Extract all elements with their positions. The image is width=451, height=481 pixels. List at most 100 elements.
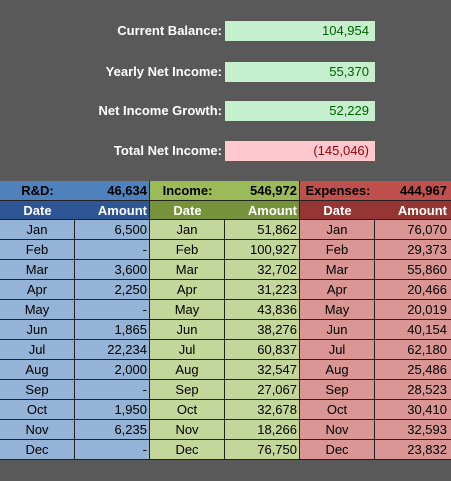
expenses-amount-cell[interactable]: 25,486 (407, 362, 447, 377)
income-date-cell[interactable]: Nov (150, 420, 225, 439)
table-row: Mar 32,702 (150, 260, 299, 280)
expenses-amount-cell[interactable]: 29,373 (407, 242, 447, 257)
table-row: Sep 27,067 (150, 380, 299, 400)
expenses-amount-cell[interactable]: 20,466 (407, 282, 447, 297)
rd-amount-cell[interactable]: - (142, 242, 147, 257)
table-row: Feb 100,927 (150, 240, 299, 260)
income-date-cell[interactable]: Mar (150, 260, 225, 279)
income-amount-cell[interactable]: 32,547 (257, 362, 297, 377)
rd-date-cell[interactable]: Nov (0, 420, 75, 439)
expenses-amount-cell[interactable]: 30,410 (407, 402, 447, 417)
current-balance-row: Current Balance: 104,954 (0, 21, 451, 41)
expenses-amount-cell[interactable]: 32,593 (407, 422, 447, 437)
table-row: May - (0, 300, 149, 320)
income-date-cell[interactable]: Oct (150, 400, 225, 419)
income-amount-cell[interactable]: 38,276 (257, 322, 297, 337)
rd-amount-cell[interactable]: 22,234 (107, 342, 147, 357)
income-column-header: Date Amount (150, 201, 299, 220)
expenses-date-cell[interactable]: Aug (300, 360, 375, 379)
expenses-amount-cell[interactable]: 23,832 (407, 442, 447, 457)
table-row: Jan 76,070 (300, 220, 451, 240)
expenses-date-cell[interactable]: Dec (300, 440, 375, 459)
rd-date-cell[interactable]: Oct (0, 400, 75, 419)
rd-amount-cell[interactable]: 3,600 (114, 262, 147, 277)
rd-date-cell[interactable]: Dec (0, 440, 75, 459)
rd-amount-cell[interactable]: - (142, 302, 147, 317)
rd-label: R&D: (21, 183, 54, 198)
rd-amount-cell[interactable]: 2,000 (114, 362, 147, 377)
table-row: Sep - (0, 380, 149, 400)
current-balance-label: Current Balance: (117, 23, 222, 38)
expenses-amount-cell[interactable]: 40,154 (407, 322, 447, 337)
income-label: Income: (162, 183, 213, 198)
expenses-date-cell[interactable]: Apr (300, 280, 375, 299)
rd-column-header: Date Amount (0, 201, 149, 220)
expenses-date-cell[interactable]: Jun (300, 320, 375, 339)
rd-amount-cell[interactable]: 1,950 (114, 402, 147, 417)
income-amount-cell[interactable]: 60,837 (257, 342, 297, 357)
rd-amount-cell[interactable]: - (142, 442, 147, 457)
expenses-date-cell[interactable]: Oct (300, 400, 375, 419)
expenses-total[interactable]: 444,967 (400, 183, 447, 198)
expenses-date-cell[interactable]: Jul (300, 340, 375, 359)
income-total[interactable]: 546,972 (250, 183, 297, 198)
total-net-income-value[interactable]: (145,046) (225, 141, 375, 161)
expenses-amount-cell[interactable]: 20,019 (407, 302, 447, 317)
income-date-cell[interactable]: Jan (150, 220, 225, 239)
yearly-net-income-label: Yearly Net Income: (105, 64, 222, 79)
rd-date-cell[interactable]: Sep (0, 380, 75, 399)
rd-amount-cell[interactable]: 6,235 (114, 422, 147, 437)
income-amount-cell[interactable]: 32,678 (257, 402, 297, 417)
rd-date-cell[interactable]: Feb (0, 240, 75, 259)
income-date-cell[interactable]: Dec (150, 440, 225, 459)
income-amount-cell[interactable]: 43,836 (257, 302, 297, 317)
rd-total[interactable]: 46,634 (107, 183, 147, 198)
expenses-rows: Jan 76,070 Feb 29,373 Mar 55,860 Apr 20,466 May 2… (300, 220, 451, 460)
income-date-cell[interactable]: Feb (150, 240, 225, 259)
income-date-cell[interactable]: Apr (150, 280, 225, 299)
expenses-date-cell[interactable]: Sep (300, 380, 375, 399)
expenses-date-cell[interactable]: May (300, 300, 375, 319)
rd-date-cell[interactable]: Aug (0, 360, 75, 379)
income-date-cell[interactable]: Jul (150, 340, 225, 359)
yearly-net-income-value[interactable]: 55,370 (225, 62, 375, 82)
expenses-amount-cell[interactable]: 55,860 (407, 262, 447, 277)
income-amount-cell[interactable]: 18,266 (257, 422, 297, 437)
income-date-cell[interactable]: Sep (150, 380, 225, 399)
income-date-cell[interactable]: Aug (150, 360, 225, 379)
rd-date-cell[interactable]: Mar (0, 260, 75, 279)
income-amount-cell[interactable]: 51,862 (257, 222, 297, 237)
yearly-net-income-row: Yearly Net Income: 55,370 (0, 62, 451, 82)
income-amount-cell[interactable]: 100,927 (250, 242, 297, 257)
income-amount-cell[interactable]: 27,067 (257, 382, 297, 397)
net-income-growth-label: Net Income Growth: (98, 103, 222, 118)
rd-amount-cell[interactable]: 1,865 (114, 322, 147, 337)
income-date-cell[interactable]: Jun (150, 320, 225, 339)
income-amount-cell[interactable]: 31,223 (257, 282, 297, 297)
table-row: Dec 23,832 (300, 440, 451, 460)
expenses-date-cell[interactable]: Jan (300, 220, 375, 239)
net-income-growth-value[interactable]: 52,229 (225, 101, 375, 121)
rd-date-cell[interactable]: Jul (0, 340, 75, 359)
table-row: Jan 51,862 (150, 220, 299, 240)
rd-amount-cell[interactable]: 6,500 (114, 222, 147, 237)
expenses-amount-cell[interactable]: 28,523 (407, 382, 447, 397)
table-row: Jun 38,276 (150, 320, 299, 340)
expenses-date-cell[interactable]: Mar (300, 260, 375, 279)
rd-date-cell[interactable]: Jun (0, 320, 75, 339)
expenses-amount-cell[interactable]: 76,070 (407, 222, 447, 237)
rd-date-cell[interactable]: May (0, 300, 75, 319)
expenses-date-cell[interactable]: Nov (300, 420, 375, 439)
table-row: Nov 32,593 (300, 420, 451, 440)
current-balance-value[interactable]: 104,954 (225, 21, 375, 41)
rd-amount-cell[interactable]: - (142, 382, 147, 397)
expenses-date-cell[interactable]: Feb (300, 240, 375, 259)
income-amount-cell[interactable]: 32,702 (257, 262, 297, 277)
table-row: Jun 1,865 (0, 320, 149, 340)
income-amount-cell[interactable]: 76,750 (257, 442, 297, 457)
rd-date-cell[interactable]: Jan (0, 220, 75, 239)
income-date-cell[interactable]: May (150, 300, 225, 319)
rd-amount-cell[interactable]: 2,250 (114, 282, 147, 297)
rd-date-cell[interactable]: Apr (0, 280, 75, 299)
expenses-amount-cell[interactable]: 62,180 (407, 342, 447, 357)
